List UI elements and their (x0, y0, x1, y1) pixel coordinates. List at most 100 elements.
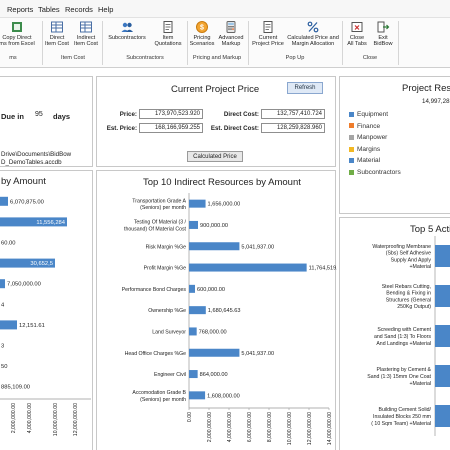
top-activities-bar-chart: Waterproofing Membrane (Sbs) Self Adhesiv… (367, 236, 450, 436)
subcontractors-button[interactable]: Subcontractors (104, 20, 150, 41)
legend-swatch (349, 169, 354, 175)
category-label-line: Insulated Blocks 250 mm (373, 414, 431, 420)
legend-label: Finance (357, 122, 381, 130)
legend-swatch (349, 158, 354, 164)
category-label-line: and Sand (1:3) To Floors (374, 334, 431, 340)
category-label: Accomodation Grade B (Seniors) per month (132, 390, 186, 403)
est-direct-cost-field[interactable]: 128,259,828.960 (261, 123, 325, 133)
x-tick-label: 12,000,000.00 (73, 403, 79, 436)
x-tick-label: 8,000,000.00 (267, 412, 273, 442)
data-label: 6,070,875.00 (10, 199, 44, 205)
bar (0, 217, 67, 227)
category-label: Screeding with Cement and Sand (1:3) To F… (374, 327, 432, 347)
bar (189, 306, 206, 315)
category-label-line: Accomodation Grade B (132, 390, 186, 396)
direct-cost-field[interactable]: 132,757,410.724 (261, 109, 325, 119)
menu-records[interactable]: Records (65, 5, 93, 14)
exit-bidbow-button[interactable]: Exit BidBow (370, 20, 396, 48)
data-label: 1,680,645.63 (208, 308, 241, 314)
category-label-line: Engineer Civil (154, 372, 186, 378)
direct-item-cost-button[interactable]: Direct Item Cost (44, 20, 70, 48)
exit-icon (377, 21, 390, 33)
category-label: Transportation Grade A (Seniors) per mont… (132, 198, 186, 211)
category-label-line: Structures (General (386, 297, 431, 303)
left-chart-title: by Amount (1, 176, 46, 187)
category-label-line: (Seniors) per month (140, 205, 186, 211)
bar (0, 320, 17, 330)
close-tabs-icon (351, 22, 363, 32)
calculated-price-margin-button[interactable]: Calculated Price and Margin Allocation (286, 20, 340, 48)
category-label: Building Cement Solid/Insulated Blocks 2… (371, 407, 431, 427)
category-label: Plastering by Cement & Sand (1:3) 15mm On… (367, 367, 431, 387)
indirect-item-cost-button[interactable]: Indirect Item Cost (72, 20, 100, 48)
svg-text:$: $ (200, 25, 204, 32)
menu-reports[interactable]: Reports (7, 5, 34, 14)
category-label: Land Surveyor (152, 329, 186, 335)
pricing-scenarios-button[interactable]: $ Pricing Scenarios (188, 20, 216, 48)
advanced-markup-button[interactable]: Advanced Markup (216, 20, 246, 48)
indirect-chart-title: Top 10 Indirect Resources by Amount (143, 177, 301, 188)
data-label: 768,000.00 (199, 329, 227, 335)
legend-swatch (349, 134, 354, 140)
group-label-item-cost: Item Cost (61, 55, 85, 61)
bar (189, 284, 195, 293)
direct-cost-label: Direct Cost: (223, 111, 259, 118)
est-price-field[interactable]: 168,166,959.255 (139, 123, 203, 133)
bar (189, 220, 198, 229)
data-label: 50 (1, 364, 7, 370)
x-tick-label: 12,000,000.00 (307, 412, 313, 445)
data-label: 4 (1, 302, 5, 308)
data-label: 600,000.00 (197, 287, 225, 293)
database-path-line1: Drive\Documents\BidBow (1, 151, 72, 158)
bar (189, 199, 206, 208)
category-label: Waterproofing Membrane (Sbs) Self Adhesiv… (372, 244, 431, 270)
bar (189, 391, 206, 400)
category-label-line: +Material (410, 264, 431, 270)
current-project-price-button[interactable]: Current Project Price (250, 20, 286, 48)
menu-tables[interactable]: Tables (38, 5, 60, 14)
calculated-price-button[interactable]: Calculated Price (187, 151, 243, 162)
project-resources-panel: Project Reso 14,997,28 Equipment Finance M… (339, 76, 450, 214)
category-label-line: Head Office Charges %Ge (125, 351, 186, 357)
bar (0, 196, 8, 206)
x-tick-label: 4,000,000.00 (27, 403, 33, 433)
current-project-price-panel: Current Project Price Refresh Price: 173… (96, 76, 336, 167)
category-label: Performance Bond Charges (122, 287, 187, 293)
bar (435, 325, 450, 347)
category-label: Profit Margin %Ge (144, 266, 186, 272)
current-project-price-title: Current Project Price (171, 84, 260, 95)
legend-item: Margins (349, 146, 380, 153)
group-separator (102, 21, 103, 65)
coin-icon: $ (196, 21, 208, 33)
data-label: 900,000.00 (200, 223, 228, 229)
data-label: 11,764,519.00 (309, 266, 337, 272)
copy-direct-items-button[interactable]: Copy Direct ms from Excel (0, 20, 38, 48)
bar (435, 365, 450, 387)
document-icon (163, 21, 173, 33)
data-label: 3 (1, 344, 4, 350)
group-separator (187, 21, 188, 65)
bar (189, 348, 240, 357)
bar (435, 285, 450, 307)
days-label: days (53, 112, 71, 121)
close-all-tabs-button[interactable]: Close All Tabs (344, 20, 370, 48)
data-label: 885,109.00 (1, 385, 30, 391)
people-icon (121, 22, 133, 32)
category-label-line: +Material (410, 381, 431, 387)
category-label-line: And Landings +Material (376, 341, 431, 347)
legend-swatch (349, 123, 354, 129)
category-label: Steel Rebars Cutting, Bending & Fixing in… (382, 284, 432, 310)
table-icon (51, 21, 63, 33)
x-tick-label: 0.00 (187, 412, 193, 422)
top-activities-title: Top 5 Activ (410, 224, 450, 235)
price-field[interactable]: 173,970,523.920 (139, 109, 203, 119)
data-label: 7,050,000.00 (7, 282, 41, 288)
data-label: 5,041,937.00 (241, 351, 274, 357)
item-quotations-button[interactable]: Item Quotations (151, 20, 185, 48)
category-label-line: Bending & Fixing in (386, 291, 431, 297)
menu-help[interactable]: Help (98, 5, 114, 14)
top-activities-panel: Top 5 Activ Waterproofing Membrane(Sbs) … (339, 217, 450, 450)
refresh-button[interactable]: Refresh (287, 82, 323, 94)
data-label: 5,041,937.00 (241, 244, 274, 250)
x-tick-label: 2,000,000.00 (11, 403, 17, 433)
